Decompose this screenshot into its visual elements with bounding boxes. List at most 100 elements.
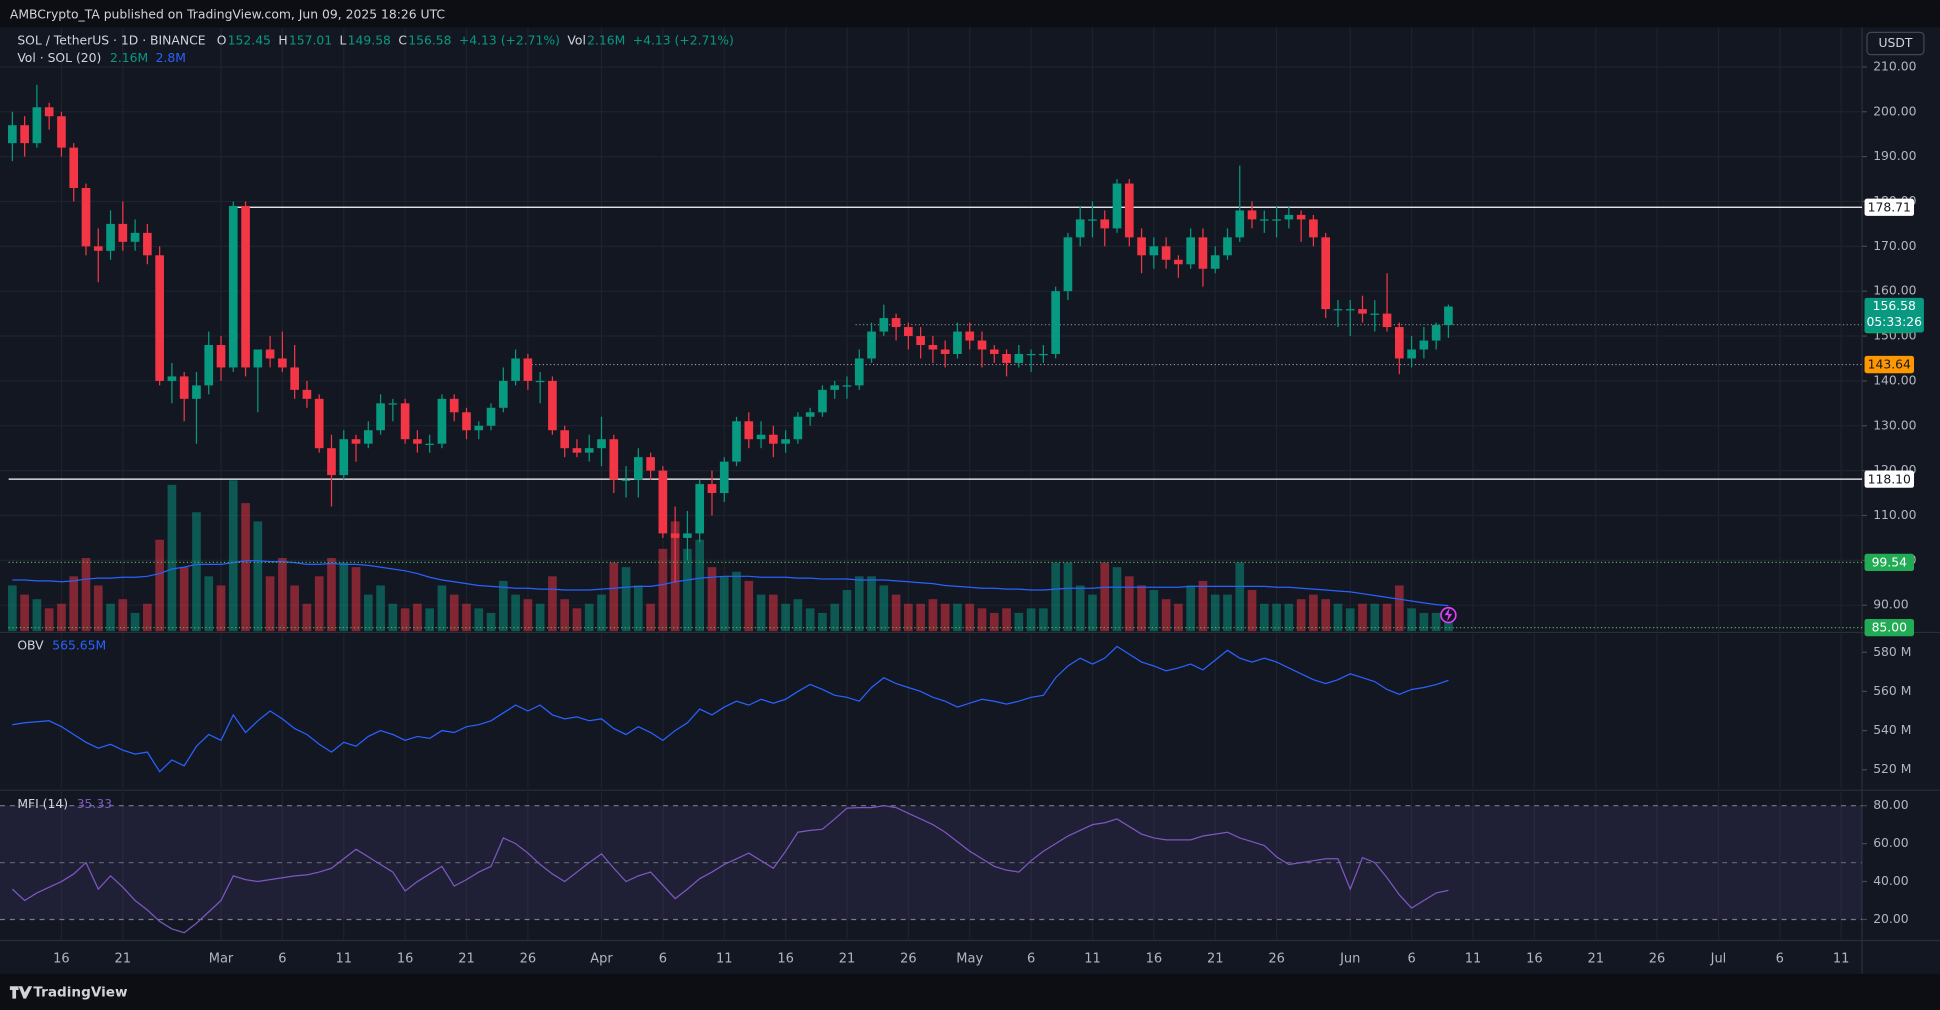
volume-bar xyxy=(879,585,889,632)
volume-bar xyxy=(204,576,214,632)
candle-body xyxy=(155,255,164,381)
candle-body xyxy=(228,205,238,368)
volume-bar xyxy=(1161,599,1171,632)
volume-bar xyxy=(904,603,913,632)
price-level-box xyxy=(1864,470,1915,488)
candle-body xyxy=(597,439,606,449)
candle-body xyxy=(1444,306,1453,326)
volume-bar xyxy=(805,608,815,632)
volume-bar xyxy=(965,603,975,632)
volume-bar xyxy=(1407,608,1416,632)
x-tick-label: 16 xyxy=(777,952,794,967)
price-level-box xyxy=(1864,618,1915,637)
y-tick-label: 210.00 xyxy=(1873,59,1916,73)
candle-body xyxy=(106,223,115,251)
candle-body xyxy=(523,358,533,381)
y-tick-label: 520 M xyxy=(1873,762,1911,776)
candle-body xyxy=(1382,313,1392,328)
legend-item: Vol xyxy=(567,34,586,48)
x-tick-label: May xyxy=(956,952,983,967)
volume-bar xyxy=(1394,585,1404,632)
candle-body xyxy=(621,479,631,481)
candle-body xyxy=(1002,353,1011,363)
y-tick-label: 130.00 xyxy=(1873,418,1916,432)
volume-bar xyxy=(548,576,557,632)
candle-body xyxy=(32,107,42,144)
candle-body xyxy=(1394,327,1404,359)
volume-bar xyxy=(1382,603,1392,632)
legend-item: OBV xyxy=(17,639,44,653)
candle-body xyxy=(916,336,925,346)
candle-body xyxy=(216,345,226,368)
volume-bar xyxy=(744,580,754,632)
candle-body xyxy=(769,434,778,444)
candle-body xyxy=(744,421,754,440)
volume-bar xyxy=(646,603,655,632)
candle-body xyxy=(1063,237,1073,292)
volume-bar xyxy=(118,599,128,632)
volume-bar xyxy=(1014,612,1024,632)
legend-item: H xyxy=(278,34,287,48)
volume-bar xyxy=(1247,590,1257,632)
x-tick-label: 6 xyxy=(1776,952,1784,967)
candle-body xyxy=(253,349,263,368)
volume-bar xyxy=(474,608,484,632)
x-tick-label: 21 xyxy=(1207,952,1224,967)
candle-body xyxy=(965,331,975,341)
candle-body xyxy=(940,349,950,354)
volume-bar xyxy=(20,594,29,632)
candle-body xyxy=(486,407,496,426)
candle-body xyxy=(20,125,29,144)
candle-body xyxy=(400,403,410,440)
volume-bar xyxy=(400,608,410,632)
candle-body xyxy=(854,358,864,386)
y-tick-label: 80.00 xyxy=(1873,798,1909,812)
candle-body xyxy=(93,246,103,251)
x-tick-label: 26 xyxy=(1268,952,1285,967)
candle-body xyxy=(1321,237,1331,310)
volume-bar xyxy=(916,603,925,632)
candle-body xyxy=(1309,219,1318,238)
volume-bar xyxy=(327,558,336,632)
volume-bar xyxy=(977,608,987,632)
candle-body xyxy=(1247,210,1257,220)
x-tick-label: Apr xyxy=(590,952,613,967)
volume-bar xyxy=(1333,603,1343,632)
volume-bar xyxy=(867,576,876,632)
legend-item: +4.13 (+2.71%) xyxy=(633,34,734,48)
candle-body xyxy=(1075,219,1085,238)
volume-bar xyxy=(462,603,471,632)
volume-bar xyxy=(265,576,275,632)
y-tick-label: 20.00 xyxy=(1873,912,1909,926)
volume-bar xyxy=(1075,585,1085,632)
candle-body xyxy=(425,443,435,445)
volume-bar xyxy=(1284,603,1294,632)
x-tick-label: 6 xyxy=(1027,952,1035,967)
volume-bar xyxy=(486,612,496,632)
candle-body xyxy=(1296,214,1306,220)
legend-item: 157.01 xyxy=(289,34,332,48)
volume-bar xyxy=(695,539,705,632)
volume-bar xyxy=(69,576,79,632)
candle-body xyxy=(1100,219,1110,229)
price-level-label: 178.71 xyxy=(1868,200,1911,214)
volume-bar xyxy=(830,603,840,632)
x-tick-label: 16 xyxy=(1526,952,1543,967)
volume-bar xyxy=(81,558,91,632)
volume-bar xyxy=(597,594,606,632)
candle-body xyxy=(118,223,128,242)
candle-body xyxy=(1259,219,1269,221)
volume-bar xyxy=(584,603,594,632)
volume-bar xyxy=(376,585,385,632)
volume-bar xyxy=(1088,594,1097,632)
indicator-line xyxy=(11,805,1449,934)
candle-body xyxy=(1137,237,1146,256)
volume-bar xyxy=(719,576,729,632)
candle-body xyxy=(1370,313,1380,315)
candle-body xyxy=(1026,353,1036,356)
volume-bar xyxy=(1358,603,1367,632)
volume-bar xyxy=(437,585,447,632)
volume-bar xyxy=(143,603,152,632)
volume-bar xyxy=(241,503,250,632)
x-tick-label: 11 xyxy=(335,952,352,967)
